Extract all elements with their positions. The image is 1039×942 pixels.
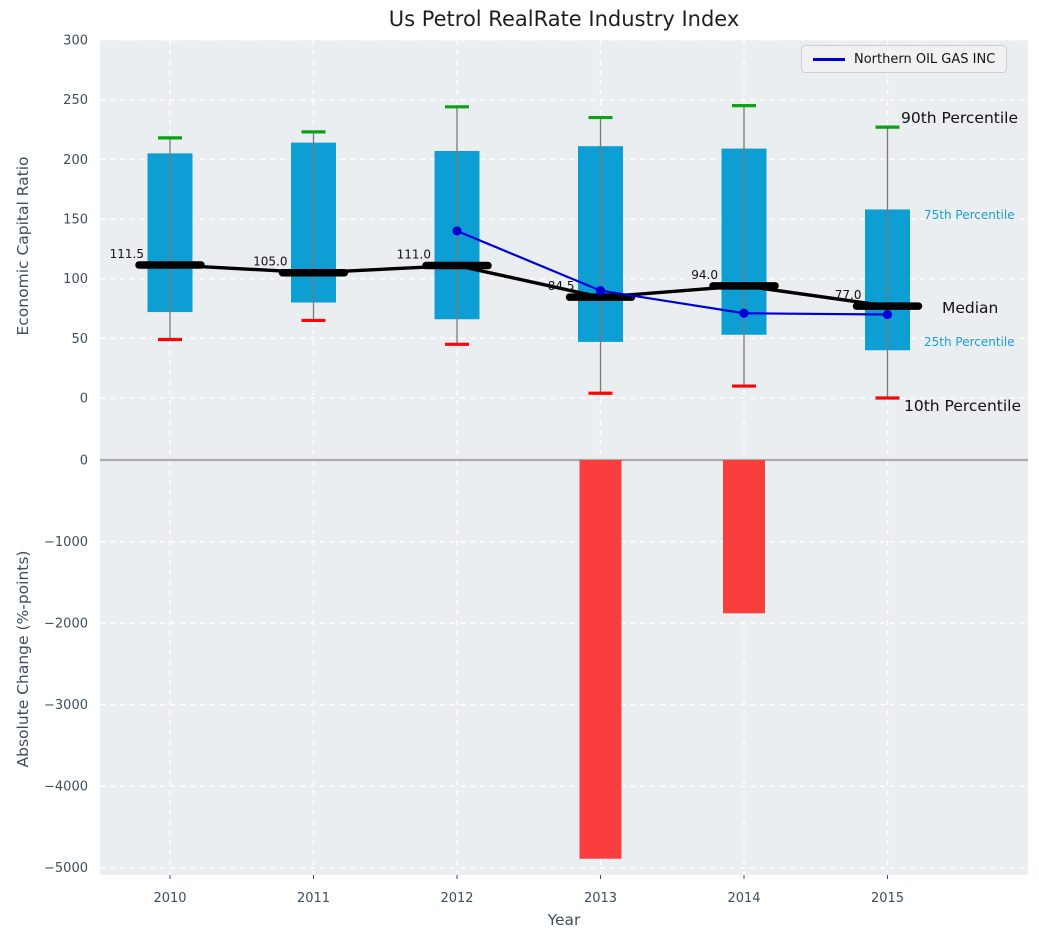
top-ytick-label-0: 0 bbox=[80, 392, 88, 407]
bottom-ytick-label--3000: −3000 bbox=[44, 698, 88, 713]
company-line bbox=[456, 229, 888, 316]
annotation-10th-percentile: 10th Percentile bbox=[904, 397, 1022, 415]
legend-line-sample bbox=[813, 57, 845, 61]
xtick-label-2010: 2010 bbox=[153, 891, 186, 906]
top-ytick-label-50: 50 bbox=[71, 332, 88, 347]
bottom-ytick-label-0: 0 bbox=[80, 454, 88, 469]
top-ytick-label-200: 200 bbox=[63, 153, 88, 168]
top-ytick-label-100: 100 bbox=[63, 272, 88, 287]
median-label-2012: 111.0 bbox=[397, 248, 431, 262]
annotation-25th-percentile: 25th Percentile bbox=[924, 335, 1015, 349]
median-label-2014: 94.0 bbox=[691, 268, 718, 282]
chart-title: Us Petrol RealRate Industry Index bbox=[388, 7, 740, 31]
bottom-ytick-label--1000: −1000 bbox=[44, 535, 88, 550]
top-ytick-label-250: 250 bbox=[63, 93, 88, 108]
xtick-label-2013: 2013 bbox=[584, 891, 617, 906]
xtick-label-2015: 2015 bbox=[871, 891, 904, 906]
company-point-2013 bbox=[595, 286, 606, 296]
median-label-2013: 84.5 bbox=[548, 279, 575, 293]
bar-2013 bbox=[579, 460, 622, 859]
median-label-2015: 77.0 bbox=[835, 288, 862, 302]
xtick-label-2014: 2014 bbox=[727, 891, 760, 906]
bottom-ytick-label--5000: −5000 bbox=[44, 861, 88, 876]
bottom-ytick-label--2000: −2000 bbox=[44, 617, 88, 632]
bar-2014 bbox=[723, 460, 765, 614]
bottom-axes-background bbox=[100, 443, 1028, 875]
company-point-2015 bbox=[882, 309, 893, 320]
top-ytick-label-300: 300 bbox=[63, 34, 88, 49]
annotation-90th-percentile: 90th Percentile bbox=[901, 109, 1019, 127]
x-axis-label: Year bbox=[547, 911, 581, 929]
top-ytick-label-150: 150 bbox=[63, 213, 88, 228]
company-point-2014 bbox=[739, 308, 749, 318]
xtick-label-2011: 2011 bbox=[297, 891, 330, 906]
annotation-75th-percentile: 75th Percentile bbox=[924, 208, 1015, 222]
company-point-2012 bbox=[452, 226, 462, 236]
legend: Northern OIL GAS INC bbox=[801, 45, 1008, 73]
median-label-2011: 105.0 bbox=[253, 255, 287, 269]
legend-label: Northern OIL GAS INC bbox=[854, 51, 996, 67]
bottom-ytick-label--4000: −4000 bbox=[44, 780, 88, 795]
xtick-label-2012: 2012 bbox=[440, 891, 473, 906]
median-label-2010: 111.5 bbox=[110, 247, 144, 261]
y-axis-label-bottom: Absolute Change (%-points) bbox=[14, 550, 32, 768]
y-axis-label-top: Economic Capital Ratio bbox=[14, 156, 32, 336]
annotation-median: Median bbox=[942, 299, 999, 317]
